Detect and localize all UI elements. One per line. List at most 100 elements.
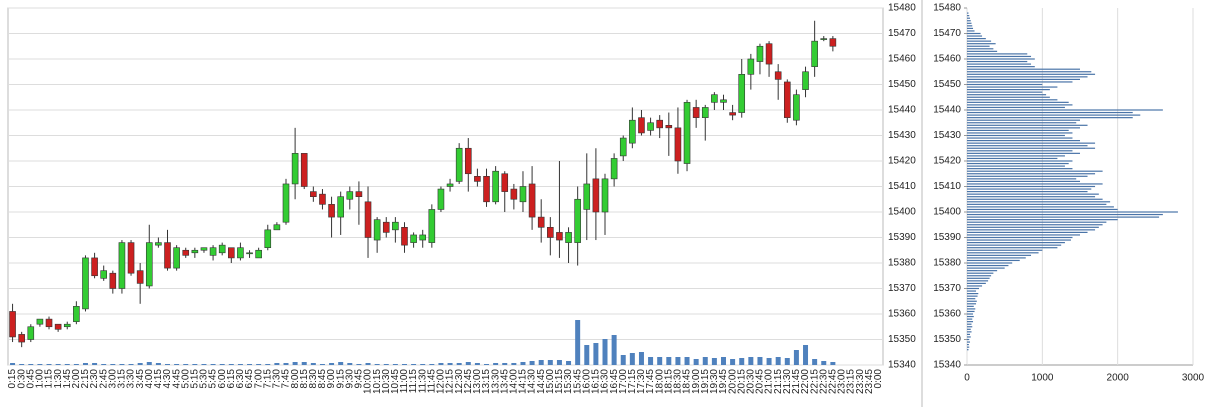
volume-bar	[146, 362, 152, 365]
profile-bar	[967, 244, 1062, 246]
profile-bar	[967, 226, 1099, 228]
x-tick-label: 19:00	[691, 369, 702, 394]
volume-bar	[256, 364, 262, 365]
candle-body	[145, 242, 153, 287]
candle-body	[155, 242, 162, 246]
candle-body	[328, 204, 335, 218]
y-tick-label: 15340	[933, 360, 961, 371]
profile-bar	[967, 336, 971, 338]
volume-bar	[28, 364, 34, 365]
profile-bar	[967, 165, 1065, 167]
x-tick-label: 12:15	[445, 369, 456, 394]
candle-body	[574, 198, 581, 243]
volume-bar	[529, 361, 535, 365]
x-tick-label: 3000	[1182, 373, 1205, 384]
volume-bar	[301, 362, 307, 365]
x-tick-label: 12:45	[463, 369, 474, 394]
x-tick-label: 19:45	[718, 369, 729, 394]
x-tick-label: 0:15	[7, 369, 18, 389]
profile-bar	[967, 275, 992, 277]
x-tick-label: 5:30	[199, 369, 210, 389]
profile-bar	[967, 119, 1080, 121]
x-tick-label: 5:45	[208, 369, 219, 389]
volume-bar	[110, 364, 116, 365]
candle-body	[811, 40, 818, 67]
volume-bar	[292, 362, 298, 365]
x-tick-label: 3:45	[135, 369, 146, 389]
profile-bar	[967, 295, 978, 297]
x-tick-label: 3:15	[117, 369, 128, 389]
volume-bar	[356, 364, 362, 365]
volume-bar	[411, 364, 417, 365]
x-tick-label: 7:30	[272, 369, 283, 389]
y-tick-label: 15460	[933, 54, 961, 65]
volume-bar	[438, 363, 444, 365]
x-tick-label: 14:15	[518, 369, 529, 394]
profile-bar	[967, 50, 998, 52]
volume-bar	[748, 357, 754, 365]
volume-bar	[830, 362, 836, 365]
candle-body	[264, 229, 272, 249]
profile-bar	[967, 94, 1047, 96]
profile-bar	[967, 277, 990, 279]
y-tick-label: 15430	[888, 130, 916, 141]
candle-body	[273, 224, 281, 231]
y-tick-label: 15450	[933, 79, 961, 90]
profile-bar	[967, 293, 979, 295]
volume-bar	[374, 364, 380, 365]
profile-bar	[967, 346, 970, 348]
candle-body	[91, 257, 98, 277]
x-tick-label: 15:45	[572, 369, 583, 394]
profile-bar	[967, 216, 1160, 218]
candle-body	[701, 107, 709, 118]
volume-bar	[702, 357, 708, 365]
candle-body	[100, 270, 108, 279]
profile-bar	[967, 96, 1050, 98]
x-tick-label: 7:45	[281, 369, 292, 389]
volume-bar	[456, 363, 462, 365]
y-tick-label: 15430	[933, 130, 961, 141]
profile-bar	[967, 170, 1103, 172]
volume-bar	[511, 363, 517, 365]
profile-bar	[967, 35, 983, 37]
profile-bar	[967, 175, 1088, 177]
x-tick-label: 9:45	[354, 369, 365, 389]
profile-bar	[967, 147, 1096, 149]
candle-body	[255, 249, 262, 259]
profile-bar	[967, 32, 981, 35]
profile-bar	[967, 323, 972, 325]
profile-bar	[967, 58, 1035, 60]
volume-bar	[757, 357, 763, 365]
volume-bar	[593, 343, 599, 365]
x-tick-label: 20:30	[745, 369, 756, 394]
volume-bar	[556, 360, 562, 365]
x-tick-label: 13:45	[499, 369, 510, 394]
x-tick-label: 22:15	[809, 369, 820, 394]
profile-bar	[967, 168, 1073, 170]
volume-bar	[465, 362, 471, 365]
candle-body	[346, 191, 354, 200]
profile-bar	[967, 86, 1058, 88]
candle-body	[300, 153, 308, 187]
x-tick-label: 14:00	[509, 369, 520, 394]
candle-body	[291, 153, 299, 185]
profile-bar	[967, 20, 971, 22]
profile-bar	[967, 71, 1092, 73]
volume-bar	[566, 361, 572, 365]
candle-body	[127, 242, 135, 274]
candle-body	[528, 183, 536, 218]
profile-bar	[967, 83, 1043, 86]
profile-bar	[967, 272, 994, 274]
volume-bar	[92, 363, 98, 365]
volume-bar	[538, 360, 544, 365]
volume-bar	[383, 364, 389, 365]
profile-bar	[967, 206, 1114, 208]
candle-body	[246, 252, 253, 255]
profile-bar	[967, 259, 1020, 262]
profile-bar	[967, 234, 1080, 236]
profile-bar	[967, 106, 1065, 109]
candle-body	[401, 227, 408, 246]
volume-bar	[711, 358, 717, 365]
profile-bar	[967, 219, 1118, 221]
candle-body	[173, 247, 180, 269]
